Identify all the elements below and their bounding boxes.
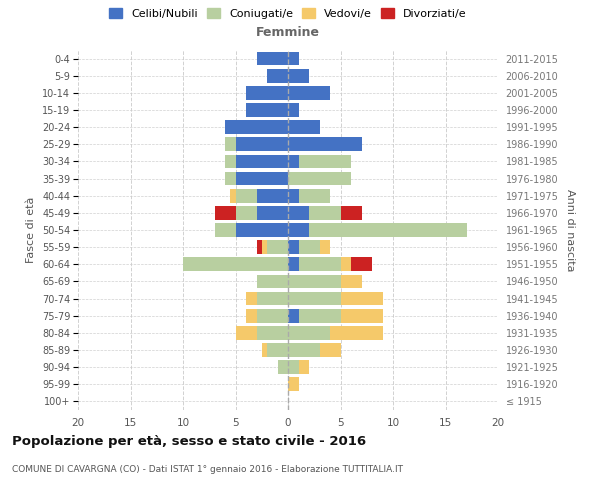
Bar bbox=[257, 240, 262, 254]
Bar bbox=[288, 103, 299, 117]
Bar bbox=[257, 309, 288, 322]
Bar bbox=[230, 189, 235, 202]
Bar bbox=[257, 206, 288, 220]
Bar bbox=[257, 292, 288, 306]
Bar bbox=[288, 189, 299, 202]
Bar bbox=[288, 206, 309, 220]
Bar bbox=[299, 360, 309, 374]
Bar bbox=[288, 223, 309, 237]
Bar bbox=[267, 343, 288, 357]
Bar bbox=[257, 326, 288, 340]
Bar bbox=[257, 189, 288, 202]
Bar bbox=[235, 223, 288, 237]
Bar bbox=[299, 189, 330, 202]
Bar bbox=[288, 326, 330, 340]
Bar bbox=[341, 309, 383, 322]
Bar bbox=[288, 258, 299, 271]
Bar bbox=[225, 138, 235, 151]
Bar bbox=[309, 223, 467, 237]
Bar bbox=[288, 292, 341, 306]
Bar bbox=[341, 258, 351, 271]
Bar bbox=[262, 240, 267, 254]
Text: Femmine: Femmine bbox=[256, 26, 320, 39]
Bar bbox=[299, 240, 320, 254]
Bar bbox=[257, 274, 288, 288]
Bar bbox=[246, 292, 257, 306]
Y-axis label: Anni di nascita: Anni di nascita bbox=[565, 188, 575, 271]
Bar bbox=[351, 258, 372, 271]
Bar bbox=[262, 343, 267, 357]
Bar bbox=[341, 292, 383, 306]
Bar bbox=[267, 69, 288, 82]
Bar bbox=[299, 154, 351, 168]
Bar bbox=[235, 189, 257, 202]
Bar bbox=[288, 69, 309, 82]
Bar bbox=[288, 120, 320, 134]
Legend: Celibi/Nubili, Coniugati/e, Vedovi/e, Divorziati/e: Celibi/Nubili, Coniugati/e, Vedovi/e, Di… bbox=[109, 8, 467, 19]
Text: Popolazione per età, sesso e stato civile - 2016: Popolazione per età, sesso e stato civil… bbox=[12, 435, 366, 448]
Bar bbox=[235, 154, 288, 168]
Bar bbox=[257, 52, 288, 66]
Bar bbox=[225, 172, 235, 185]
Bar bbox=[246, 86, 288, 100]
Bar bbox=[246, 103, 288, 117]
Bar bbox=[309, 206, 341, 220]
Bar bbox=[320, 343, 341, 357]
Bar bbox=[341, 274, 361, 288]
Bar bbox=[215, 223, 235, 237]
Bar bbox=[299, 309, 341, 322]
Bar bbox=[288, 86, 330, 100]
Bar bbox=[299, 258, 341, 271]
Bar bbox=[267, 240, 288, 254]
Bar bbox=[288, 154, 299, 168]
Bar bbox=[235, 326, 257, 340]
Bar bbox=[288, 138, 361, 151]
Bar bbox=[288, 309, 299, 322]
Bar bbox=[183, 258, 288, 271]
Bar bbox=[225, 154, 235, 168]
Bar bbox=[225, 120, 288, 134]
Bar bbox=[235, 138, 288, 151]
Bar bbox=[320, 240, 330, 254]
Bar bbox=[277, 360, 288, 374]
Bar bbox=[288, 274, 341, 288]
Bar bbox=[341, 206, 361, 220]
Bar bbox=[235, 172, 288, 185]
Bar bbox=[235, 206, 257, 220]
Bar bbox=[288, 378, 299, 391]
Y-axis label: Fasce di età: Fasce di età bbox=[26, 197, 37, 263]
Text: COMUNE DI CAVARGNA (CO) - Dati ISTAT 1° gennaio 2016 - Elaborazione TUTTITALIA.I: COMUNE DI CAVARGNA (CO) - Dati ISTAT 1° … bbox=[12, 465, 403, 474]
Bar bbox=[330, 326, 383, 340]
Bar bbox=[288, 172, 351, 185]
Bar bbox=[288, 52, 299, 66]
Bar bbox=[246, 309, 257, 322]
Bar bbox=[288, 343, 320, 357]
Bar bbox=[288, 360, 299, 374]
Bar bbox=[215, 206, 235, 220]
Bar bbox=[288, 240, 299, 254]
